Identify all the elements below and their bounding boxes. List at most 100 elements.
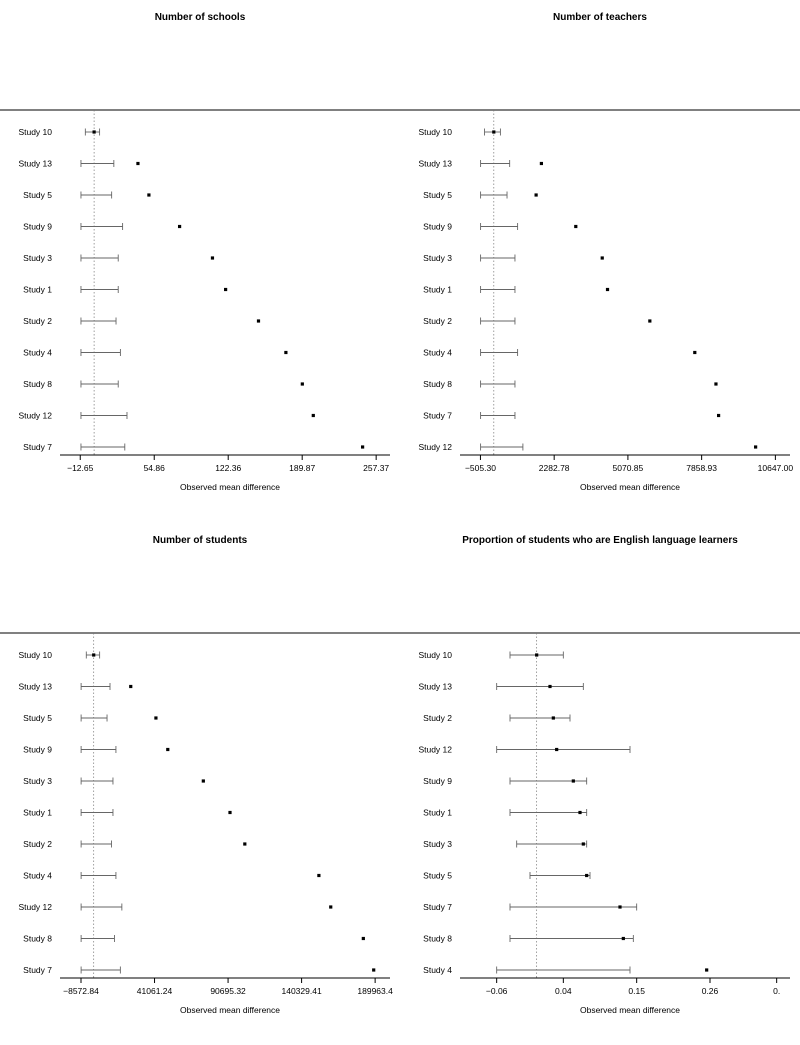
point-marker (166, 747, 169, 750)
point-marker (243, 842, 246, 845)
row-label: Study 1 (423, 807, 452, 817)
point-marker (154, 716, 157, 719)
point-marker (92, 653, 95, 656)
row-label: Study 7 (23, 442, 52, 452)
point-marker (372, 968, 375, 971)
panel-students: Number of studentsStudy 10Study 13Study … (0, 523, 400, 1045)
x-tick-label: 54.86 (144, 463, 166, 473)
point-marker (301, 382, 304, 385)
point-marker (705, 968, 708, 971)
point-marker (578, 810, 581, 813)
x-tick-label: 10647.00 (758, 463, 794, 473)
row-label: Study 10 (18, 127, 52, 137)
row-label: Study 8 (23, 379, 52, 389)
row-label: Study 7 (23, 965, 52, 975)
point-marker (618, 905, 621, 908)
point-marker (136, 162, 139, 165)
x-axis-label: Observed mean difference (180, 1005, 280, 1015)
row-label: Study 5 (23, 190, 52, 200)
point-marker (622, 936, 625, 939)
point-marker (228, 810, 231, 813)
point-marker (178, 225, 181, 228)
row-label: Study 13 (418, 159, 452, 169)
row-label: Study 5 (423, 870, 452, 880)
x-tick-label: 5070.85 (613, 463, 644, 473)
row-label: Study 3 (23, 776, 52, 786)
row-label: Study 12 (18, 411, 52, 421)
row-label: Study 13 (18, 159, 52, 169)
row-label: Study 8 (423, 933, 452, 943)
x-tick-label: 189.87 (289, 463, 315, 473)
row-label: Study 10 (418, 650, 452, 660)
point-marker (202, 779, 205, 782)
point-marker (648, 319, 651, 322)
point-marker (714, 382, 717, 385)
row-label: Study 1 (23, 807, 52, 817)
panel-schools: Number of schools Study 10 Study 13 Study 5… (0, 0, 400, 523)
x-tick-label: 7858.93 (686, 463, 717, 473)
row-label: Study 3 (423, 839, 452, 849)
row-label: Study 12 (418, 442, 452, 452)
point-marker (606, 288, 609, 291)
row-label: Study 5 (423, 190, 452, 200)
point-marker (362, 936, 365, 939)
x-tick-label: 0. (773, 986, 780, 996)
point-marker (317, 873, 320, 876)
row-label: Study 3 (423, 253, 452, 263)
point-marker (535, 193, 538, 196)
row-label: Study 7 (423, 902, 452, 912)
point-marker (535, 653, 538, 656)
point-marker (361, 445, 364, 448)
x-axis-label: Observed mean difference (580, 482, 680, 492)
x-tick-label: 140329.41 (282, 986, 322, 996)
point-marker (224, 288, 227, 291)
row-label: Study 2 (23, 316, 52, 326)
panel-title: Number of teachers (553, 12, 647, 23)
row-label: Study 7 (423, 411, 452, 421)
row-label: Study 5 (23, 713, 52, 723)
row-label: Study 12 (418, 744, 452, 754)
row-label: Study 4 (23, 348, 52, 358)
x-tick-label: 0.15 (628, 986, 645, 996)
point-marker (93, 130, 96, 133)
point-marker (601, 256, 604, 259)
x-tick-label: 257.37 (363, 463, 389, 473)
x-tick-label: −8572.84 (63, 986, 99, 996)
point-marker (540, 162, 543, 165)
point-marker (147, 193, 150, 196)
point-marker (574, 225, 577, 228)
row-label: Study 2 (423, 316, 452, 326)
point-marker (717, 414, 720, 417)
row-label: Study 9 (23, 744, 52, 754)
x-tick-label: 0.04 (555, 986, 572, 996)
x-axis-label: Observed mean difference (180, 482, 280, 492)
row-label: Study 9 (23, 222, 52, 232)
row-label: Study 10 (18, 650, 52, 660)
x-tick-label: −0.06 (486, 986, 508, 996)
x-tick-label: 0.26 (702, 986, 719, 996)
point-marker (693, 351, 696, 354)
point-marker (284, 351, 287, 354)
x-tick-label: 122.36 (215, 463, 241, 473)
forest-plot-grid: Number of schools Study 10 Study 13 Study 5… (0, 0, 800, 1045)
point-marker (555, 747, 558, 750)
point-marker (129, 684, 132, 687)
x-tick-label: 90695.32 (210, 986, 246, 996)
panel-title: Proportion of students who are English l… (462, 535, 738, 546)
row-label: Study 1 (423, 285, 452, 295)
point-marker (492, 130, 495, 133)
point-marker (582, 842, 585, 845)
row-label: Study 9 (423, 222, 452, 232)
point-marker (552, 716, 555, 719)
row-label: Study 4 (23, 870, 52, 880)
row-label: Study 9 (423, 776, 452, 786)
panel-ell: Proportion of students who are English l… (400, 523, 800, 1045)
row-label: Study 3 (23, 253, 52, 263)
row-label: Study 10 (418, 127, 452, 137)
point-marker (211, 256, 214, 259)
point-marker (329, 905, 332, 908)
panel-teachers: Number of teachers Study 10 Study 13 Study … (400, 0, 800, 523)
panel-title: Number of schools (155, 12, 246, 23)
x-tick-label: −12.65 (67, 463, 94, 473)
row-label: Study 4 (423, 965, 452, 975)
